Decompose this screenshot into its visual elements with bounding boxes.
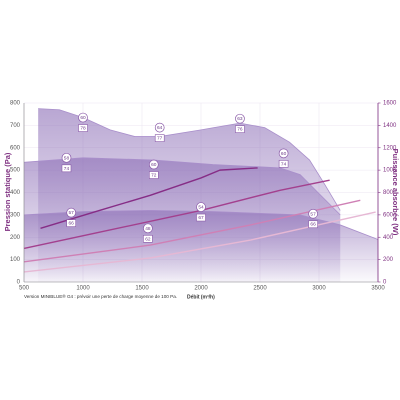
sound-box-label: 67	[198, 215, 204, 221]
power-line	[40, 167, 258, 229]
sound-box	[61, 164, 72, 173]
sound-box	[78, 124, 88, 132]
sound-marker	[143, 223, 153, 234]
y-tick-label: 500	[10, 168, 21, 174]
sound-marker	[308, 208, 318, 219]
y2-tick-label: 1600	[383, 101, 397, 107]
y2-tick-label: 800	[383, 190, 394, 196]
note: Version MINIBLUE® G4 : prévoir une perte…	[24, 293, 177, 299]
sound-label: 57	[310, 211, 316, 217]
sound-box	[154, 134, 165, 142]
sound-box-label: 77	[157, 136, 163, 142]
sound-marker	[278, 148, 289, 159]
x-tick-label: 2500	[253, 286, 267, 292]
y2-tick-label: 1400	[383, 123, 397, 129]
sound-label: 63	[237, 116, 243, 122]
sound-marker	[196, 202, 206, 212]
x-tick-label: 500	[19, 286, 30, 292]
x-tick-label: 2000	[194, 286, 208, 292]
sound-box-label: 78	[80, 126, 86, 132]
x-axis-title: Débit (m³/h)	[187, 294, 215, 300]
y-tick-label: 100	[10, 257, 21, 263]
sound-label: 58	[64, 155, 70, 161]
y2-tick-label: 600	[383, 212, 394, 218]
sound-box-label: 76	[237, 127, 243, 133]
area	[24, 210, 378, 282]
sound-label: 60	[281, 151, 287, 157]
y-tick-label: 400	[10, 190, 21, 196]
sound-box	[66, 219, 76, 227]
sound-label: 64	[157, 125, 163, 131]
sound-box-label: 62	[145, 236, 151, 242]
sound-box	[235, 125, 245, 133]
y-tick-label: 200	[10, 235, 21, 241]
y-tick-label: 300	[10, 212, 21, 218]
area-edge	[23, 157, 341, 216]
sound-box	[149, 171, 159, 179]
sound-box-label: 74	[64, 166, 70, 172]
sound-label: 57	[69, 210, 75, 216]
y2-tick-label: 200	[383, 257, 394, 263]
y2-axis-title: Puissance absorbée (W)	[391, 149, 400, 236]
sound-label: 48	[145, 226, 151, 232]
sound-marker	[66, 207, 77, 218]
sound-marker	[78, 112, 88, 123]
sound-label: 60	[80, 115, 86, 121]
y2-tick-label: 1000	[383, 168, 397, 174]
sound-box	[143, 235, 153, 243]
y-axis-title: Pression statique (Pa)	[3, 152, 12, 231]
x-tick-label: 1000	[76, 286, 90, 292]
y2-tick-label: 1200	[383, 145, 397, 151]
sound-box	[278, 160, 289, 168]
sound-box	[196, 213, 206, 222]
y2-tick-label: 400	[383, 235, 394, 241]
sound-marker	[148, 159, 159, 170]
sound-label: 54	[198, 205, 204, 211]
sound-box	[308, 220, 318, 229]
sound-marker	[235, 113, 245, 124]
y2-tick-label: 0	[383, 280, 387, 286]
sound-box-label: 66	[310, 222, 316, 228]
sound-box-label: 66	[69, 221, 75, 227]
y-tick-label: 0	[17, 280, 21, 286]
x-tick-label: 3000	[312, 286, 326, 292]
sound-marker	[154, 122, 165, 133]
power-line	[23, 199, 361, 263]
y-tick-label: 700	[10, 123, 21, 129]
area-edge	[23, 209, 379, 240]
x-tick-label: 3500	[371, 286, 385, 292]
sound-label: 60	[151, 162, 157, 168]
sound-box-label: 74	[281, 161, 287, 167]
y-tick-label: 800	[10, 101, 21, 107]
sound-box-label: 72	[151, 172, 157, 178]
x-tick-label: 1500	[135, 286, 149, 292]
y-tick-label: 600	[10, 145, 21, 151]
sound-marker	[61, 152, 72, 163]
